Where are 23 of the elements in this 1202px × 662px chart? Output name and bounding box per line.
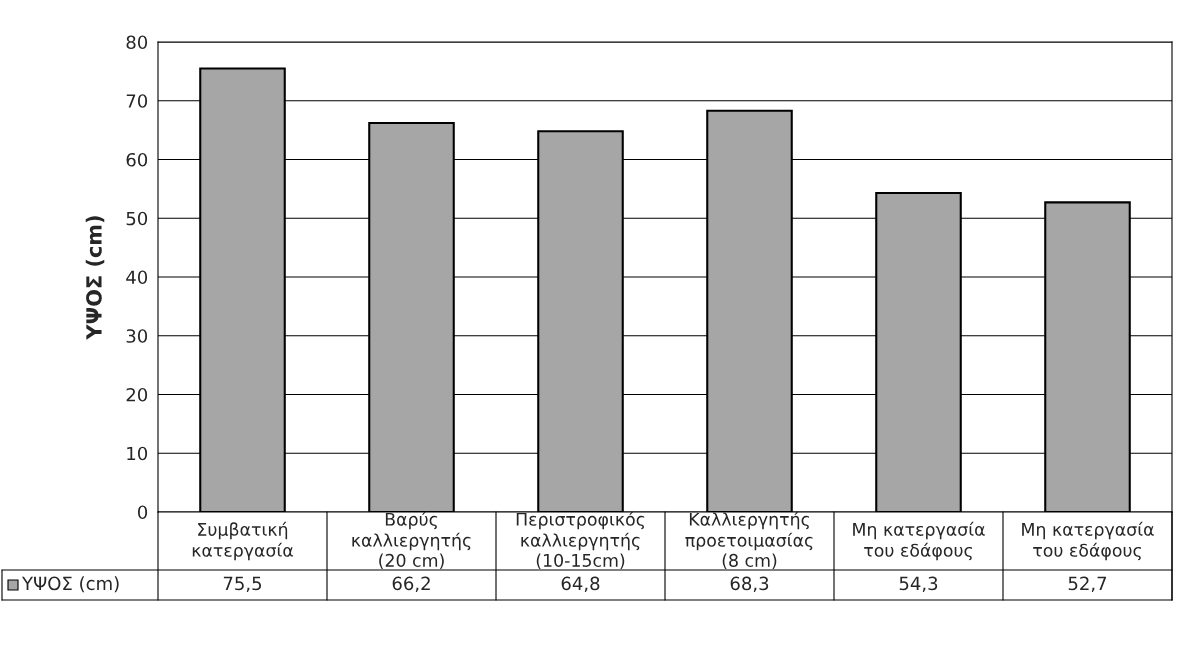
y-tick-label: 70 (126, 94, 148, 108)
x-tick-label: Μη κατεργασία του εδάφους (1022, 521, 1154, 561)
y-tick-label: 10 (127, 446, 148, 461)
y-tick-label: 80 (126, 35, 148, 50)
y-axis-title: ΥΨΟΣ (cm) (85, 216, 105, 340)
x-tick-label: Περιστροφικός καλλιεργητής (10-15cm) (516, 511, 645, 569)
legend-label: ΥΨΟΣ (cm) (21, 576, 119, 593)
y-tick-label: 40 (126, 270, 148, 285)
y-tick-label: 60 (126, 152, 148, 167)
x-tick-label: Βαρύς καλλιεργητής (20 cm) (352, 511, 471, 569)
data-label: 54,3 (899, 576, 938, 593)
data-label: 52,7 (1068, 576, 1107, 593)
data-label: 64,8 (561, 576, 600, 593)
data-label: 66,2 (392, 576, 430, 593)
y-tick-label: 50 (126, 211, 148, 226)
x-tick-label: Μη κατεργασία του εδάφους (853, 521, 985, 561)
data-label: 68,3 (730, 576, 769, 593)
x-tick-label: Καλλιεργητής προετοιμασίας (8 cm) (685, 511, 813, 569)
y-tick-label: 20 (126, 387, 148, 402)
y-tick-label: 0 (137, 505, 148, 520)
data-label: 75,5 (223, 576, 262, 593)
x-tick-label: Συμβατική κατεργασία (192, 521, 293, 561)
y-tick-label: 30 (126, 329, 148, 343)
